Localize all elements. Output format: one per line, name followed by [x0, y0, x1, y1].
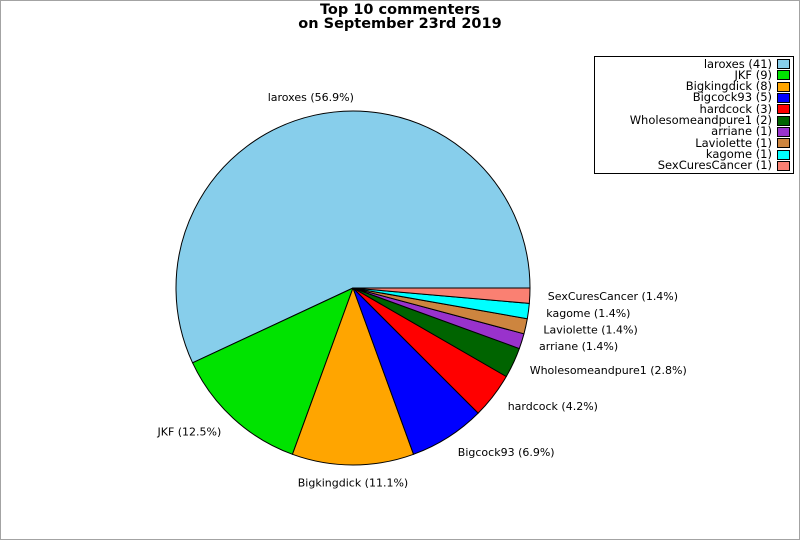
- legend-swatch-Wholesomeandpure1: [777, 115, 790, 126]
- legend-label: arriane (1): [711, 124, 772, 139]
- pie-slice-JKF: [192, 287, 354, 455]
- slice-label-JKF: JKF (12.5%): [156, 425, 221, 438]
- legend-label: Laviolette (1): [695, 135, 772, 150]
- legend-item-hardcock: hardcock (3): [595, 101, 793, 116]
- legend-item-kagome: kagome (1): [595, 146, 793, 161]
- legend-item-SexCuresCancer: SexCuresCancer (1): [595, 158, 793, 173]
- legend-label: kagome (1): [705, 146, 772, 161]
- legend-item-Laviolette: Laviolette (1): [595, 135, 793, 150]
- slice-label-Laviolette: Laviolette (1.4%): [543, 324, 637, 337]
- legend-label: Wholesomeandpure1 (2): [629, 113, 772, 127]
- legend-swatch-Bigkingdick: [777, 81, 790, 92]
- legend-label: JKF (9): [734, 67, 773, 82]
- chart-title-line1: Top 10 commenters: [319, 2, 481, 18]
- legend-item-Bigcock93: Bigcock93 (5): [595, 92, 793, 103]
- legend-swatch-hardcock: [777, 104, 790, 115]
- slice-label-arriane: arriane (1.4%): [539, 340, 618, 353]
- legend-swatch-arriane: [777, 126, 790, 137]
- legend-swatch-kagome: [777, 149, 790, 160]
- slice-label-laroxes: laroxes (56.9%): [268, 91, 354, 104]
- pie-slice-laroxes: [175, 110, 531, 364]
- legend-label: Bigcock93 (5): [692, 90, 772, 105]
- legend-label: hardcock (3): [699, 101, 772, 116]
- legend-item-Bigkingdick: Bigkingdick (8): [595, 79, 793, 94]
- legend-swatch-JKF: [777, 70, 790, 81]
- slice-label-hardcock: hardcock (4.2%): [508, 400, 598, 413]
- chart-title-line2: on September 23rd 2019: [298, 15, 502, 32]
- legend-item-JKF: JKF (9): [595, 67, 793, 82]
- legend-swatch-SexCuresCancer: [777, 160, 790, 171]
- legend-label: laroxes (41): [703, 56, 772, 71]
- legend-item-arriane: arriane (1): [595, 124, 793, 139]
- legend-swatch-laroxes: [777, 59, 790, 70]
- legend-swatch-Laviolette: [777, 138, 790, 149]
- legend-item-Wholesomeandpure1: Wholesomeandpure1 (2): [595, 113, 793, 127]
- slice-label-Bigkingdick: Bigkingdick (11.1%): [298, 477, 408, 490]
- slice-label-SexCuresCancer: SexCuresCancer (1.4%): [548, 290, 678, 303]
- legend-item-laroxes: laroxes (41): [595, 56, 793, 71]
- slice-label-Wholesomeandpure1: Wholesomeandpure1 (2.8%): [530, 364, 687, 377]
- pie-slice-SexCuresCancer: [352, 287, 531, 304]
- legend: laroxes (41) JKF (9) Bigkingdick (8) Bigcoc…: [594, 56, 794, 174]
- legend-label: Bigkingdick (8): [685, 79, 772, 94]
- pie-slice-Bigkingdick: [291, 287, 415, 466]
- chart-title: Top 10 commenters on September 23rd 2019: [1, 2, 799, 32]
- legend-swatch-Bigcock93: [777, 93, 790, 104]
- legend-label: SexCuresCancer (1): [657, 158, 772, 173]
- slice-label-Bigcock93: Bigcock93 (6.9%): [458, 446, 555, 459]
- slice-label-kagome: kagome (1.4%): [546, 307, 630, 320]
